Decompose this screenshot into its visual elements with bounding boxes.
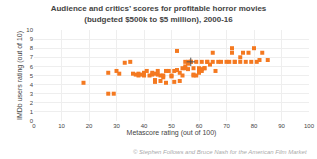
svg-text:60: 60: [196, 123, 203, 129]
svg-text:6: 6: [30, 64, 34, 70]
svg-text:40: 40: [141, 123, 148, 129]
svg-text:2: 2: [30, 100, 34, 106]
svg-text:7: 7: [30, 54, 34, 60]
svg-text:70: 70: [223, 123, 230, 129]
svg-text:10: 10: [58, 123, 65, 129]
svg-text:© Stephen Follows and Bruce Na: © Stephen Follows and Bruce Nash for the…: [133, 149, 307, 155]
svg-text:1: 1: [30, 109, 34, 115]
svg-text:4: 4: [30, 82, 34, 88]
svg-text:5: 5: [30, 73, 34, 79]
svg-text:10: 10: [26, 27, 33, 33]
svg-text:90: 90: [278, 123, 285, 129]
svg-text:50: 50: [168, 123, 175, 129]
svg-text:30: 30: [113, 123, 120, 129]
svg-text:Audience and critics’ scores f: Audience and critics’ scores for profita…: [51, 4, 267, 23]
svg-text:8: 8: [30, 45, 34, 51]
svg-text:3: 3: [30, 91, 34, 97]
svg-text:20: 20: [86, 123, 93, 129]
svg-text:9: 9: [30, 36, 34, 42]
svg-text:80: 80: [251, 123, 258, 129]
svg-text:IMDb users rating (out of 10): IMDb users rating (out of 10): [16, 31, 24, 120]
svg-text:100: 100: [304, 123, 315, 129]
svg-text:Metascore rating (out of 100): Metascore rating (out of 100): [127, 129, 217, 137]
svg-text:0: 0: [32, 123, 36, 129]
svg-text:0: 0: [30, 118, 34, 124]
